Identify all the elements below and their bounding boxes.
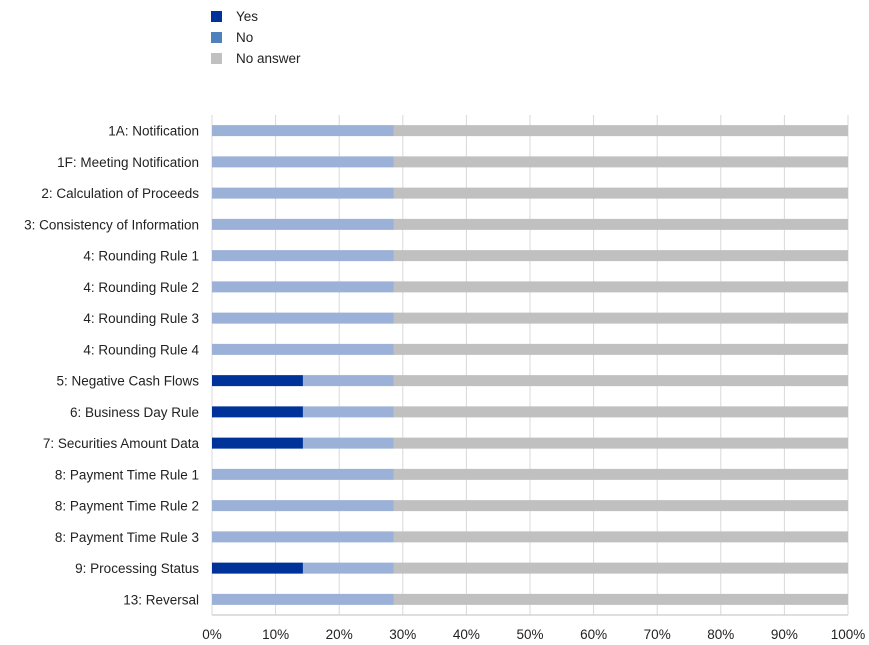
bar-segment xyxy=(393,250,848,262)
category-label: 4: Rounding Rule 4 xyxy=(83,342,199,357)
x-tick-label: 90% xyxy=(771,627,798,642)
bar-segment xyxy=(393,531,848,543)
bar-segment xyxy=(212,218,394,230)
x-tick-label: 30% xyxy=(389,627,416,642)
legend-swatch xyxy=(211,53,222,64)
bar-segment xyxy=(212,562,303,574)
x-tick-label: 60% xyxy=(580,627,607,642)
legend-item: No answer xyxy=(211,48,301,69)
bar-segment xyxy=(212,125,394,137)
legend-label: Yes xyxy=(236,9,259,24)
bar-segment xyxy=(393,500,848,512)
category-label: 5: Negative Cash Flows xyxy=(56,374,199,389)
legend-item: Yes xyxy=(211,6,301,27)
category-label: 6: Business Day Rule xyxy=(70,405,199,420)
category-label: 8: Payment Time Rule 3 xyxy=(55,530,199,545)
x-tick-label: 70% xyxy=(644,627,671,642)
x-tick-label: 80% xyxy=(707,627,734,642)
bar-segment xyxy=(393,593,848,605)
bar-segment xyxy=(393,468,848,480)
category-label: 4: Rounding Rule 1 xyxy=(83,249,199,264)
bar-segment xyxy=(393,156,848,168)
bar-segment xyxy=(212,156,394,168)
bar-segment xyxy=(212,375,303,387)
category-label: 7: Securities Amount Data xyxy=(43,436,200,451)
legend-label: No xyxy=(236,30,254,45)
bar-segment xyxy=(393,312,848,324)
legend-item: No xyxy=(211,27,301,48)
legend-label: No answer xyxy=(236,51,301,66)
bar-segment xyxy=(302,375,394,387)
x-tick-label: 20% xyxy=(326,627,353,642)
category-label: 9: Processing Status xyxy=(75,561,199,576)
bar-segment xyxy=(393,218,848,230)
category-label: 1F: Meeting Notification xyxy=(57,155,199,170)
category-label: 8: Payment Time Rule 2 xyxy=(55,499,199,514)
bar-segment xyxy=(212,406,303,418)
bar-segment xyxy=(212,593,394,605)
bar-segment xyxy=(212,343,394,355)
category-label: 2: Calculation of Proceeds xyxy=(41,186,199,201)
bar-segment xyxy=(393,281,848,293)
bar-segment xyxy=(212,312,394,324)
bar-segment xyxy=(212,468,394,480)
category-label: 4: Rounding Rule 2 xyxy=(83,280,199,295)
bar-segment xyxy=(212,531,394,543)
bar-segment xyxy=(393,343,848,355)
legend-swatch xyxy=(211,32,222,43)
bar-segment xyxy=(302,406,394,418)
legend-swatch xyxy=(211,11,222,22)
bar-segment xyxy=(212,500,394,512)
x-tick-label: 50% xyxy=(516,627,543,642)
category-label: 4: Rounding Rule 3 xyxy=(83,311,199,326)
bar-segment xyxy=(212,187,394,199)
x-tick-label: 0% xyxy=(202,627,222,642)
category-label: 13: Reversal xyxy=(123,592,199,607)
bar-segment xyxy=(393,375,848,387)
chart-legend: Yes No No answer xyxy=(211,6,301,69)
x-tick-label: 10% xyxy=(262,627,289,642)
bar-segment xyxy=(212,250,394,262)
bar-segment xyxy=(393,437,848,449)
bar-segment xyxy=(393,406,848,418)
bar-segment xyxy=(212,281,394,293)
category-label: 8: Payment Time Rule 1 xyxy=(55,467,199,482)
bar-segment xyxy=(212,437,303,449)
x-tick-label: 100% xyxy=(831,627,866,642)
x-tick-label: 40% xyxy=(453,627,480,642)
bar-segment xyxy=(393,562,848,574)
bar-segment xyxy=(393,187,848,199)
bar-segment xyxy=(302,437,394,449)
category-label: 3: Consistency of Information xyxy=(24,217,199,232)
category-label: 1A: Notification xyxy=(108,124,199,139)
bar-segment xyxy=(393,125,848,137)
bar-segment xyxy=(302,562,394,574)
